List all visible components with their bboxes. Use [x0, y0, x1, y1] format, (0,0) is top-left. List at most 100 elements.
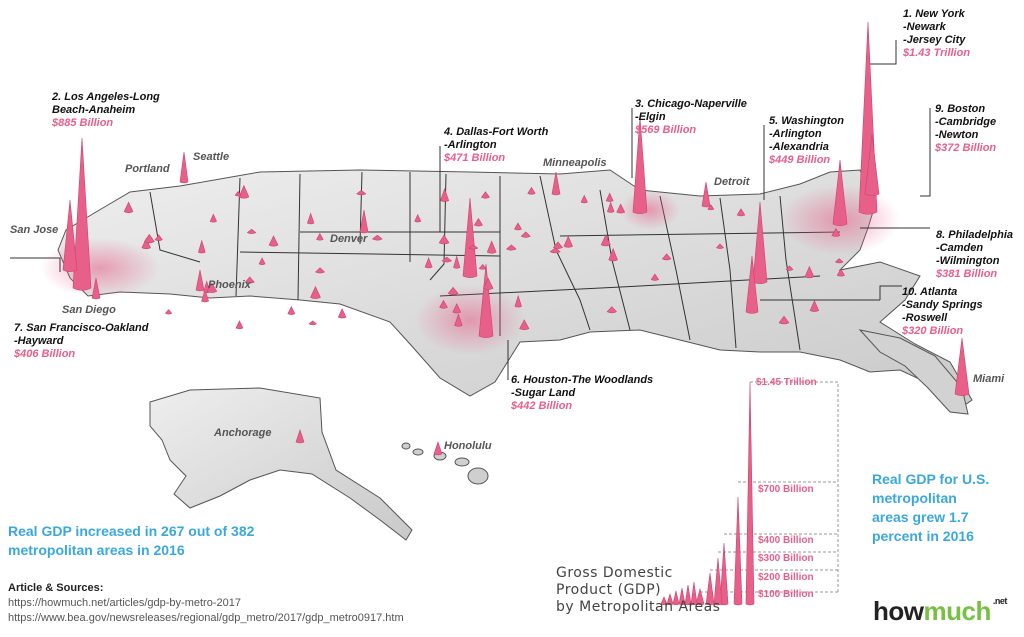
legend-spike: [745, 381, 755, 606]
rank-5-label: 5. Washington -Arlington -Alexandria $449 B…: [769, 115, 844, 166]
spike-small-metro: [661, 253, 672, 261]
legend-spike-minor: [678, 587, 686, 606]
spike-small-metro: [552, 241, 563, 249]
spike-small-metro: [246, 228, 257, 234]
spike-small-metro: [356, 189, 367, 196]
city-label-portland: Portland: [125, 163, 170, 175]
spike-small-metro: [235, 320, 244, 330]
spike-small-metro: [141, 237, 151, 250]
rank-10-label: 10. Atlanta -Sandy Springs -Roswell $320 Bi…: [902, 286, 983, 337]
sources-title: Article & Sources:: [8, 582, 104, 594]
spike-small-metro: [716, 243, 724, 249]
spike-small-metro: [606, 306, 617, 314]
alaska-landmass: [149, 387, 413, 541]
spike-detroit: [701, 181, 711, 208]
spike-small-metro: [447, 286, 459, 295]
howmuch-logo: howmuch .net: [873, 596, 1007, 626]
spike-small-metro: [481, 191, 490, 199]
spike-small-metro: [123, 201, 134, 214]
source-link-bea[interactable]: https://www.bea.gov/newsreleases/regiona…: [8, 612, 404, 624]
spike-small-metro: [453, 255, 461, 269]
rank-3-label: 3. Chicago-Naperville -Elgin $569 Billion: [635, 98, 747, 136]
spike-small-metro: [143, 233, 155, 244]
spike-small-metro: [473, 217, 483, 227]
spike-small-metro: [206, 282, 218, 293]
city-label-seattle: Seattle: [193, 151, 230, 163]
spike-small-metro: [154, 234, 163, 241]
spike-small-metro: [616, 203, 626, 214]
spike-miami: [954, 337, 970, 397]
spike-small-metro: [605, 192, 614, 202]
spike-small-metro: [244, 276, 255, 284]
legend-tick-300: $300 Billion: [758, 553, 814, 564]
rank-4-label: 4. Dallas-Fort Worth -Arlington $471 Billi…: [444, 126, 549, 164]
spike-small-metro: [736, 208, 746, 217]
spike-small-metro: [308, 320, 317, 326]
rank-2-label: 2. Los Angeles-Long Beach-Anaheim $885 Bil…: [52, 91, 160, 129]
legend-spike-minor: [672, 590, 680, 606]
spike-dallas: [462, 197, 478, 279]
city-label-minneapolis: Minneapolis: [543, 157, 607, 169]
spike-small-metro: [778, 315, 790, 325]
spike-atlanta: [745, 255, 759, 314]
spike-small-metro: [834, 258, 844, 264]
spike-small-metro: [804, 265, 815, 279]
florida-peninsula: [858, 329, 969, 415]
rank-6-label: 6. Houston-The Woodlands -Sugar Land $442 …: [511, 374, 654, 412]
spike-houston: [478, 263, 494, 339]
spike-small-metro: [514, 294, 522, 308]
spike-small-metro: [209, 213, 217, 223]
spike-small-metro: [440, 187, 450, 202]
spike-chicago: [632, 116, 648, 215]
spike-denver: [359, 209, 369, 234]
spike-small-metro: [482, 277, 494, 290]
spike-boston: [864, 133, 880, 197]
spike-small-metro: [607, 201, 615, 213]
legend-spike: [713, 557, 723, 606]
spike-small-metro: [506, 244, 517, 251]
spike-small-metro: [520, 231, 531, 238]
spike-small-metro: [650, 273, 660, 281]
spike-small-metro: [234, 191, 242, 197]
spike-small-metro: [307, 212, 315, 225]
spike-small-metro: [287, 305, 296, 315]
spike-small-metro: [424, 257, 433, 269]
spike-honolulu: [433, 441, 443, 456]
spike-small-metro: [441, 256, 453, 263]
note-metro-increase: Real GDP increased in 267 out of 382 metr…: [8, 523, 255, 558]
rank-8-label: 8. Philadelphia -Camden -Wilmington $381 Bi…: [936, 229, 1014, 280]
spike-small-metro: [201, 288, 209, 303]
hawaii-islands: [401, 442, 489, 485]
legend-spikes: [660, 381, 755, 606]
city-label-honolulu: Honolulu: [444, 440, 492, 452]
spike-small-metro: [414, 214, 422, 223]
spike-small-metro: [785, 265, 794, 271]
spike-small-metro: [836, 268, 845, 277]
leader-lines: [10, 40, 931, 380]
spike-small-metro: [438, 234, 450, 245]
legend-spike-minor: [666, 592, 674, 606]
legend-tick-700: $700 Billion: [758, 484, 814, 495]
spike-small-metro: [486, 240, 497, 254]
spike-small-metro: [580, 194, 588, 204]
spike-small-metro: [268, 235, 279, 247]
legend-tick-100: $100 Billion: [758, 589, 814, 600]
legend-spike-minor: [684, 584, 692, 606]
spike-small-metro: [514, 222, 522, 231]
spike-small-metro: [316, 232, 324, 241]
city-label-san-diego: San Diego: [62, 304, 116, 316]
spike-small-metro: [563, 235, 573, 248]
spike-small-metro: [468, 244, 479, 250]
legend-spike: [733, 496, 743, 606]
source-link-howmuch[interactable]: https://howmuch.net/articles/gdp-by-metr…: [8, 597, 241, 609]
spike-small-metro: [258, 257, 266, 265]
rank-1-label: 1. New York -Newark -Jersey City $1.43 Tril…: [903, 8, 971, 59]
spike-small-metro: [707, 204, 715, 211]
city-label-phoenix: Phoenix: [208, 279, 251, 291]
city-label-miami: Miami: [973, 373, 1005, 385]
spike-small-metro: [198, 239, 206, 254]
legend-spike-minor: [660, 596, 668, 606]
city-label-denver: Denver: [330, 233, 368, 245]
